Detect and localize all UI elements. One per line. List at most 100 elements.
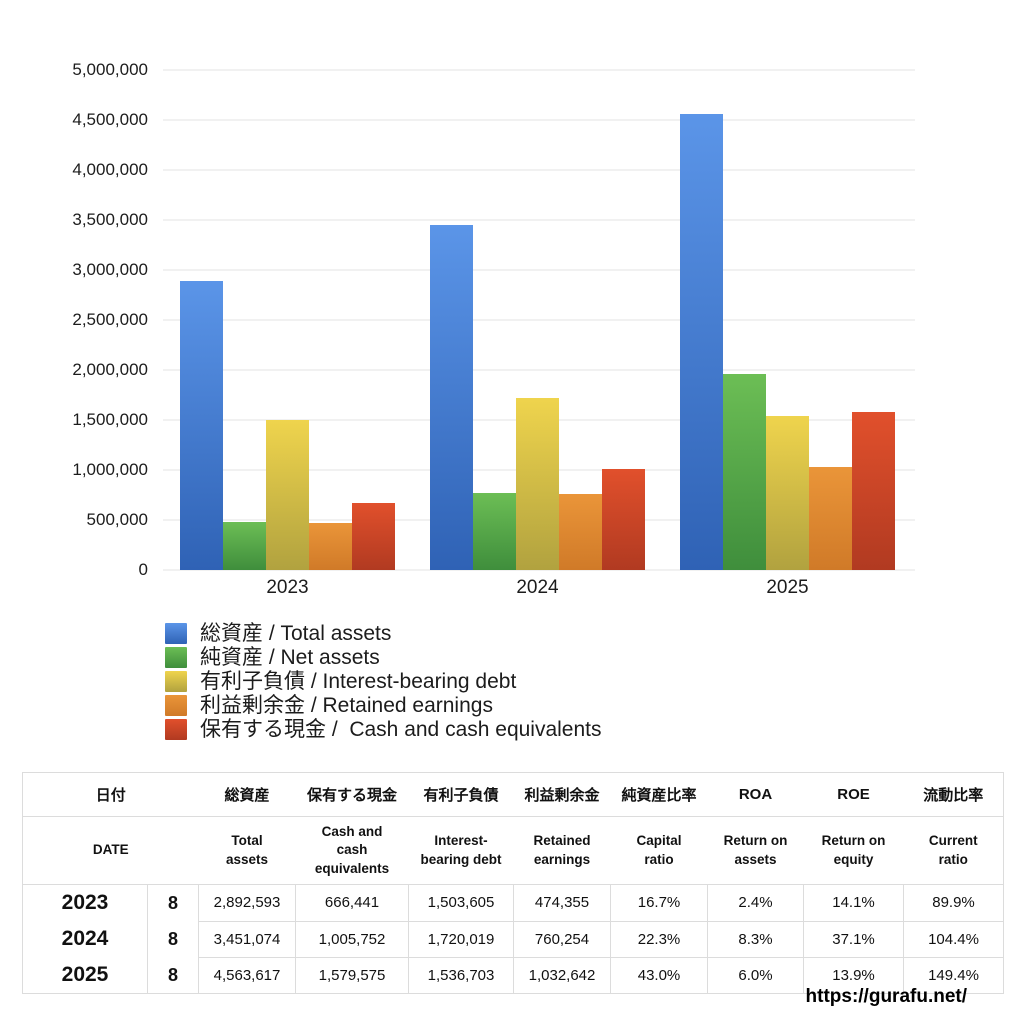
y-axis-tick-label: 1,000,000 — [72, 460, 148, 479]
gridline — [163, 219, 915, 221]
table-body: 2023 8 2,892,593 666,441 1,503,605 474,355 16.… — [23, 884, 1004, 994]
cell-month: 8 — [146, 921, 199, 957]
y-axis-tick-label: 0 — [138, 560, 148, 579]
legend-item-cash: 保有する現金 / Cash and cash equivalents — [165, 719, 602, 740]
gridline — [163, 69, 915, 71]
col-header-retained-en: Retained earnings — [513, 816, 611, 885]
table-row-2025: 2025 8 4,563,617 1,579,575 1,536,703 1,032,64… — [23, 956, 1004, 994]
col-header-retained-jp: 利益剰余金 — [513, 772, 611, 817]
cell-value: 760,254 — [513, 920, 611, 957]
bar-2023-retained-earnings — [309, 522, 352, 570]
col-header-current-ratio-jp: 流動比率 — [903, 772, 1004, 817]
table-header-en: DATE Total assets Cash and cash equivale… — [22, 816, 1004, 885]
y-axis-tick-label: 2,500,000 — [72, 310, 148, 329]
cell-value: 1,536,703 — [408, 956, 514, 994]
cell-value: 2,892,593 — [198, 884, 296, 921]
bar-group-2025 — [680, 113, 895, 570]
legend-swatch-net-assets — [165, 647, 187, 668]
legend-swatch-cash — [165, 719, 187, 740]
cell-year: 2024 — [61, 927, 109, 950]
cell-value: 1,579,575 — [295, 956, 409, 994]
cell-value: 1,720,019 — [408, 920, 514, 957]
bar-2024-total-assets — [430, 224, 473, 570]
col-header-cash-en: Cash and cash equivalents — [295, 816, 409, 885]
legend-swatch-total-assets — [165, 623, 187, 644]
bar-2024-cash — [602, 469, 645, 570]
legend-label: 有利子負債 / Interest-bearing debt — [200, 670, 517, 693]
col-header-debt-jp: 有利子負債 — [408, 772, 514, 817]
bar-group-2023 — [180, 280, 395, 570]
gridline — [163, 319, 915, 321]
y-axis-tick-label: 4,000,000 — [72, 160, 148, 179]
cell-value: 1,032,642 — [513, 956, 611, 994]
x-axis-tick-label: 2023 — [266, 577, 309, 598]
col-header-date-en: DATE — [22, 816, 199, 885]
col-header-date-jp: 日付 — [22, 772, 199, 817]
bar-2024-retained-earnings — [559, 494, 602, 570]
legend-label: 総資産 / Total assets — [200, 622, 392, 645]
cell-value: 666,441 — [295, 884, 409, 921]
y-axis-tick-label: 5,000,000 — [72, 60, 148, 79]
col-header-roe-jp: ROE — [803, 772, 904, 817]
legend-item-retained-earnings: 利益剰余金 / Retained earnings — [165, 695, 602, 716]
legend-label: 保有する現金 / Cash and cash equivalents — [200, 718, 602, 741]
cell-value: 474,355 — [513, 884, 611, 921]
site-url-link[interactable]: https://gurafu.net/ — [805, 986, 967, 1007]
cell-value: 8.3% — [707, 920, 804, 957]
cell-value: 13.9% — [803, 956, 904, 994]
cell-value: 89.9% — [903, 884, 1004, 921]
cell-value: 3,451,074 — [198, 920, 296, 957]
col-header-roa-jp: ROA — [707, 772, 804, 817]
cell-year: 2023 — [61, 891, 109, 914]
y-axis-tick-label: 3,500,000 — [72, 210, 148, 229]
cell-value: 1,503,605 — [408, 884, 514, 921]
cell-year: 2025 — [61, 963, 109, 986]
table-row-2024: 2024 8 3,451,074 1,005,752 1,720,019 760,254 2… — [23, 920, 1004, 957]
cell-value: 4,563,617 — [198, 956, 296, 994]
cell-value: 37.1% — [803, 920, 904, 957]
cell-value: 6.0% — [707, 956, 804, 994]
y-axis-tick-label: 4,500,000 — [72, 110, 148, 129]
cell-month: 8 — [146, 884, 199, 921]
bar-2024-net-assets — [473, 493, 516, 570]
table-row-2023: 2023 8 2,892,593 666,441 1,503,605 474,355 16.… — [23, 884, 1004, 921]
bar-2023-net-assets — [223, 521, 266, 570]
gridline — [163, 269, 915, 271]
x-axis-tick-label: 2024 — [516, 577, 559, 598]
cell-value: 104.4% — [903, 920, 1004, 957]
legend-swatch-interest-bearing-debt — [165, 671, 187, 692]
x-axis-tick-label: 2025 — [766, 577, 809, 598]
col-header-roa-en: Return on assets — [707, 816, 804, 885]
data-table: 日付 総資産 保有する現金 有利子負債 利益剰余金 純資産比率 ROA ROE … — [22, 772, 1005, 994]
y-axis-tick-label: 3,000,000 — [72, 260, 148, 279]
bar-2023-interest-bearing-debt — [266, 419, 309, 570]
cell-value: 1,005,752 — [295, 920, 409, 957]
col-header-cash-jp: 保有する現金 — [295, 772, 409, 817]
cell-month: 8 — [146, 957, 199, 994]
cell-value: 149.4% — [903, 956, 1004, 994]
col-header-total-assets-jp: 総資産 — [198, 772, 296, 817]
legend-item-total-assets: 総資産 / Total assets — [165, 623, 602, 644]
col-header-debt-en: Interest-bearing debt — [408, 816, 514, 885]
gridline — [163, 119, 915, 121]
gridline — [163, 169, 915, 171]
chart-legend: 総資産 / Total assets 純資産 / Net assets 有利子負債 … — [165, 623, 602, 743]
legend-item-interest-bearing-debt: 有利子負債 / Interest-bearing debt — [165, 671, 602, 692]
col-header-total-assets-en: Total assets — [198, 816, 296, 885]
cell-value: 22.3% — [610, 920, 708, 957]
legend-label: 利益剰余金 / Retained earnings — [200, 694, 493, 717]
gridline — [163, 369, 915, 371]
bar-2025-total-assets — [680, 113, 723, 570]
col-header-roe-en: Return on equity — [803, 816, 904, 885]
y-axis-tick-label: 2,000,000 — [72, 360, 148, 379]
cell-value: 14.1% — [803, 884, 904, 921]
col-header-current-ratio-en: Current ratio — [903, 816, 1004, 885]
cell-value: 43.0% — [610, 956, 708, 994]
bar-2025-retained-earnings — [809, 466, 852, 570]
bar-group-2024 — [430, 224, 645, 570]
legend-item-net-assets: 純資産 / Net assets — [165, 647, 602, 668]
col-header-capital-ratio-jp: 純資産比率 — [610, 772, 708, 817]
gridline — [163, 569, 915, 571]
bar-2024-interest-bearing-debt — [516, 398, 559, 570]
